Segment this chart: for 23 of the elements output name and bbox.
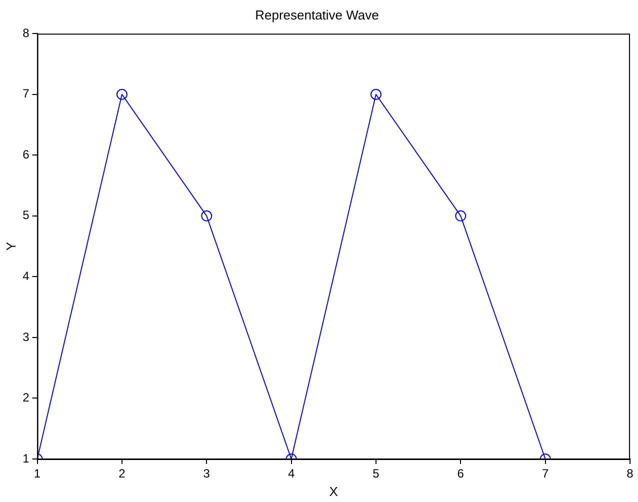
point <box>370 88 382 100</box>
y-tick-label: 4 <box>22 269 30 283</box>
x-tick-label: 2 <box>118 466 126 481</box>
y-tick-label: 3 <box>22 330 30 344</box>
x-tick-label: 5 <box>372 466 380 481</box>
x-tick-label: 3 <box>203 466 210 481</box>
y-tick-label: 5 <box>22 208 30 222</box>
x-tick-label: 4 <box>288 466 295 481</box>
x-tick-label: 8 <box>626 466 634 481</box>
y-tick-label: 7 <box>22 86 30 101</box>
x-tick-label: 1 <box>34 466 41 481</box>
y-axis-title: Y <box>3 242 18 251</box>
point <box>201 210 212 222</box>
chart-title: Representative Wave <box>255 7 379 22</box>
y-tick-label: 8 <box>22 26 30 40</box>
y-tick-label: 2 <box>22 390 30 405</box>
x-tick-label: 7 <box>542 466 549 481</box>
x-axis-title: X <box>329 484 338 499</box>
y-tick-label: 6 <box>22 147 30 162</box>
point <box>455 210 466 222</box>
y-tick-label: 1 <box>22 451 30 466</box>
x-tick-label: 6 <box>457 466 464 481</box>
point <box>116 88 128 100</box>
